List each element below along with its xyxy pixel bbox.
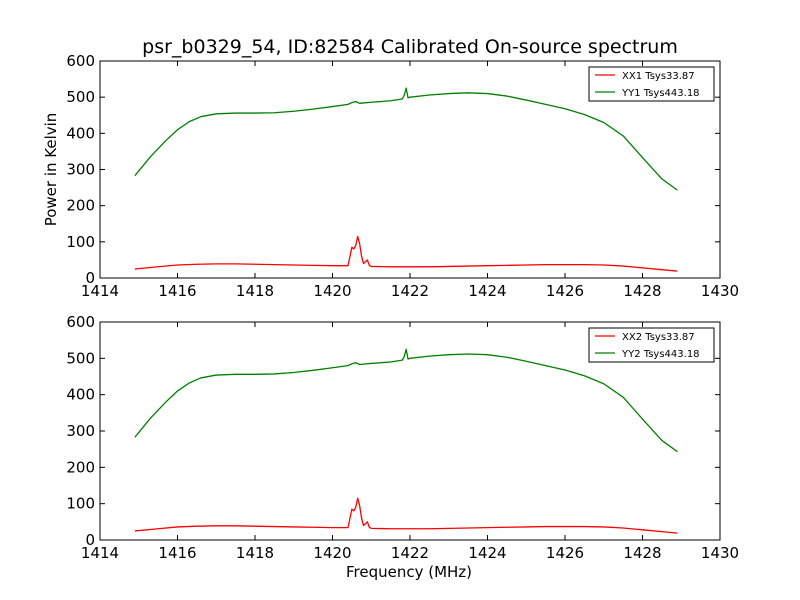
y-tick-label: 400 xyxy=(66,124,95,142)
y-tick-label: 600 xyxy=(66,52,95,70)
series-line-xx2 xyxy=(134,497,678,534)
y-tick-label: 500 xyxy=(66,349,95,367)
y-tick-label: 200 xyxy=(66,197,95,215)
series-line-xx1 xyxy=(134,235,678,272)
series-line-yy2 xyxy=(134,348,678,453)
legend-box xyxy=(588,327,715,363)
plot-panel-2: 1414 1416 1418 1420 1422 1424 1426 1428 1430 0 100… xyxy=(66,313,739,581)
x-tick-label: 1416 xyxy=(158,282,196,300)
x-tick-label: 1428 xyxy=(623,544,661,562)
x-tick-label: 1426 xyxy=(546,544,584,562)
plot-panel-1: 1414 1416 1418 1420 1422 1424 1426 1428 1430 0 100… xyxy=(42,52,739,300)
y-tick-label: 100 xyxy=(66,495,95,513)
y-tick-label: 100 xyxy=(66,233,95,251)
x-tick-label: 1422 xyxy=(391,544,429,562)
legend: XX1 Tsys33.87 YY1 Tsys443.18 xyxy=(588,66,715,102)
x-tick-label: 1420 xyxy=(313,544,351,562)
x-tick-label: 1428 xyxy=(623,282,661,300)
legend-label: YY2 Tsys443.18 xyxy=(621,349,700,360)
y-tick-label: 200 xyxy=(66,458,95,476)
x-tick-label: 1418 xyxy=(236,544,274,562)
x-tick-label: 1418 xyxy=(236,282,274,300)
x-tick-label: 1430 xyxy=(701,544,739,562)
legend-label: XX2 Tsys33.87 xyxy=(622,332,695,343)
y-tick-label: 500 xyxy=(66,88,95,106)
x-tick-label: 1420 xyxy=(313,282,351,300)
chart-title: psr_b0329_54, ID:82584 Calibrated On-sou… xyxy=(142,36,678,58)
x-tick-label: 1414 xyxy=(81,544,119,562)
y-tick-label: 300 xyxy=(66,422,95,440)
x-tick-label: 1424 xyxy=(468,544,506,562)
legend-label: XX1 Tsys33.87 xyxy=(622,71,695,82)
y-axis-title: Power in Kelvin xyxy=(42,113,60,227)
x-tick-label: 1414 xyxy=(81,282,119,300)
x-tick-label: 1416 xyxy=(158,544,196,562)
x-tick-label: 1430 xyxy=(701,282,739,300)
x-tick-label: 1426 xyxy=(546,282,584,300)
y-tick-label: 300 xyxy=(66,161,95,179)
y-tick-label: 0 xyxy=(85,531,95,549)
legend-label: YY1 Tsys443.18 xyxy=(621,88,700,99)
x-tick-label: 1424 xyxy=(468,282,506,300)
y-tick-label: 600 xyxy=(66,313,95,331)
y-tick-label: 0 xyxy=(85,269,95,287)
series-line-yy1 xyxy=(134,87,678,191)
x-axis-title: Frequency (MHz) xyxy=(346,563,472,581)
legend: XX2 Tsys33.87 YY2 Tsys443.18 xyxy=(588,327,715,363)
y-tick-label: 400 xyxy=(66,386,95,404)
legend-box xyxy=(588,66,715,102)
x-tick-label: 1422 xyxy=(391,282,429,300)
